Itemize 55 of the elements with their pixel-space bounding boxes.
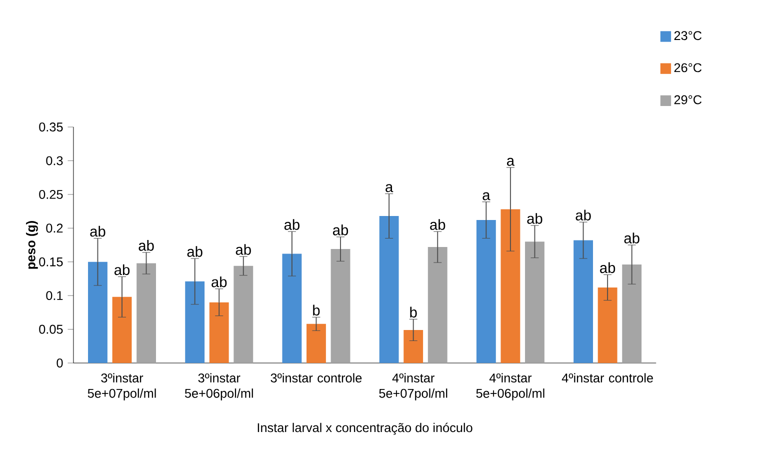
y-tick-label: 0.1: [46, 291, 63, 300]
y-tick-label: 0.25: [39, 190, 63, 199]
data-label: ab: [138, 240, 154, 251]
data-label: ab: [576, 210, 591, 220]
data-label: ab: [90, 226, 106, 237]
x-tick-label: 4ºinstar 5e+06pol/ml: [476, 373, 544, 400]
legend-label: 23°C: [674, 31, 702, 40]
y-tick-label: 0.35: [39, 122, 63, 132]
bar: [476, 220, 496, 364]
bar: [379, 216, 399, 364]
bar: [574, 240, 593, 364]
y-tick-label: 0.2: [46, 224, 63, 233]
data-label: ab: [600, 262, 616, 274]
x-tick-label: 3ºinstar controle: [270, 373, 362, 382]
data-label: a: [386, 184, 394, 192]
bar: [209, 302, 229, 364]
data-label: ab: [212, 276, 227, 288]
bar: [185, 281, 205, 364]
data-label: b: [313, 304, 320, 316]
x-tick-label: 4ºinstar 5e+07pol/ml: [379, 373, 448, 400]
bar: [598, 287, 618, 364]
bar: [282, 254, 302, 364]
data-label: ab: [284, 219, 300, 230]
data-label: ab: [527, 213, 542, 224]
data-label: ab: [624, 232, 640, 244]
y-tick-label: 0.3: [46, 156, 63, 166]
x-axis-title: Instar larval x concentração do inóculo: [258, 422, 472, 435]
data-label: ab: [187, 246, 202, 257]
y-tick-label: 0.05: [39, 324, 63, 334]
x-tick-label: 3ºinstar 5e+07pol/ml: [88, 373, 156, 400]
x-tick-label: 4ºinstar controle: [562, 373, 653, 382]
bar: [112, 296, 132, 364]
data-label: ab: [430, 219, 446, 230]
bar: [88, 262, 108, 364]
x-tick-label: 3ºinstar 5e+06pol/ml: [184, 373, 253, 400]
data-label: a: [507, 158, 515, 166]
data-label: b: [410, 306, 417, 318]
bar: [500, 209, 520, 364]
bar: [525, 242, 544, 364]
bar: [330, 249, 350, 364]
bar: [428, 247, 448, 364]
bar: [622, 264, 642, 364]
data-label: ab: [114, 264, 130, 276]
data-label: ab: [332, 224, 348, 236]
bar: [306, 324, 326, 364]
bar: [404, 330, 424, 364]
legend-label: 26°C: [674, 63, 702, 72]
y-tick-label: 0: [56, 358, 63, 368]
bar: [234, 266, 254, 364]
legend-label: 29°C: [674, 95, 702, 104]
data-label: ab: [236, 244, 251, 255]
y-axis-title: peso (g): [26, 221, 38, 269]
bar: [136, 263, 156, 364]
y-tick-label: 0.15: [39, 257, 63, 266]
data-label: a: [482, 192, 490, 200]
